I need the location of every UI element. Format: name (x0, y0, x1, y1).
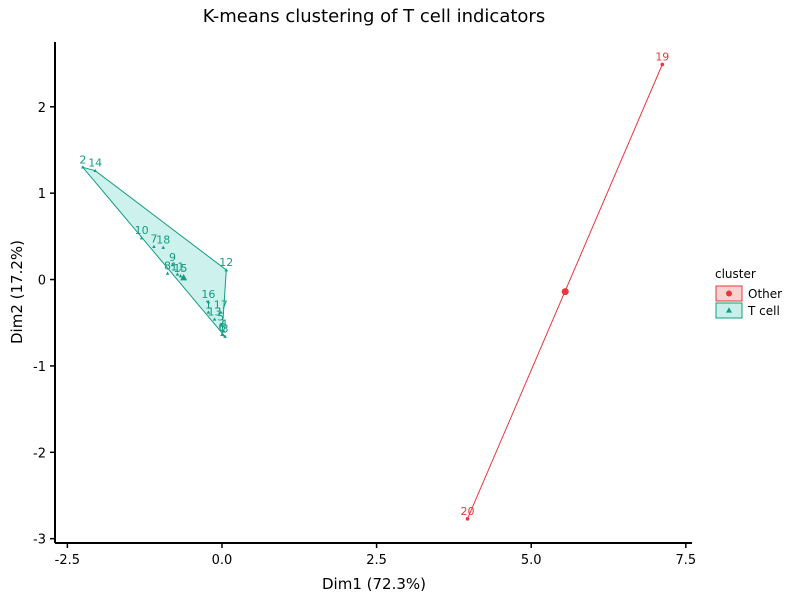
point-label: 19 (655, 50, 669, 63)
x-tick-label: 7.5 (675, 553, 696, 568)
data-point (220, 332, 224, 337)
point-label: 10 (135, 224, 149, 237)
legend: cluster Other T cell (715, 267, 782, 319)
data-point (206, 310, 211, 314)
data-point (218, 322, 223, 326)
point-label: 11 (170, 260, 184, 273)
chart-title: K-means clustering of T cell indicators (203, 6, 545, 27)
x-tick-label: -2.5 (55, 553, 80, 568)
data-point (224, 268, 229, 272)
y-tick-label: 0 (38, 274, 46, 289)
data-point (175, 272, 180, 276)
data-point (93, 168, 97, 173)
data-point (81, 165, 85, 169)
data-point (139, 236, 144, 240)
x-tick-label: 2.5 (366, 553, 387, 568)
y-axis-title: Dim2 (17.2%) (8, 240, 26, 344)
data-point (222, 329, 226, 333)
point-label: 8 (164, 259, 171, 272)
point-label: 15 (174, 262, 188, 275)
data-point (660, 62, 665, 67)
legend-label: Other (748, 287, 782, 301)
data-point (206, 300, 211, 304)
cluster-hulls (81, 64, 663, 519)
legend-key-marker (726, 307, 732, 313)
y-tick-label: -2 (33, 446, 46, 461)
y-tick-label: 1 (38, 187, 46, 202)
data-point (465, 517, 470, 521)
data-point (152, 244, 156, 249)
cluster-centroid (180, 274, 188, 281)
data-point (218, 310, 223, 314)
point-label: 14 (88, 157, 102, 170)
point-label: 13 (208, 305, 222, 318)
point-label: 3 (222, 323, 229, 336)
data-point (161, 245, 166, 249)
cluster-centroid (561, 288, 569, 296)
legend-key-marker (726, 290, 732, 297)
point-label: 7 (150, 233, 157, 246)
y-tick-label: -1 (33, 360, 46, 375)
point-label: 2 (79, 153, 86, 166)
point-label: 16 (201, 288, 215, 301)
point-label: 12 (219, 256, 233, 269)
cluster-hull-t-cell (81, 166, 227, 338)
legend-title: cluster (715, 267, 756, 281)
data-point (170, 262, 175, 267)
x-tick-label: 5.0 (521, 553, 542, 568)
data-point (165, 271, 170, 275)
y-tick-label: 2 (38, 101, 46, 116)
data-point (212, 317, 217, 321)
point-label: 9 (169, 251, 176, 264)
point-label: 4 (220, 317, 227, 330)
point-label: 18 (156, 234, 170, 247)
point-label: 20 (461, 505, 475, 518)
point-label: 1 (205, 298, 212, 311)
x-tick-label: 0.0 (212, 553, 233, 568)
data-point (223, 334, 227, 338)
y-tick-label: -3 (33, 533, 46, 548)
point-label: 5 (217, 310, 224, 323)
point-label: 17 (214, 298, 228, 311)
point-label: 6 (218, 321, 225, 334)
data-point (178, 274, 183, 278)
x-axis-title: Dim1 (72.3%) (322, 575, 426, 593)
legend-label: T cell (747, 304, 780, 318)
